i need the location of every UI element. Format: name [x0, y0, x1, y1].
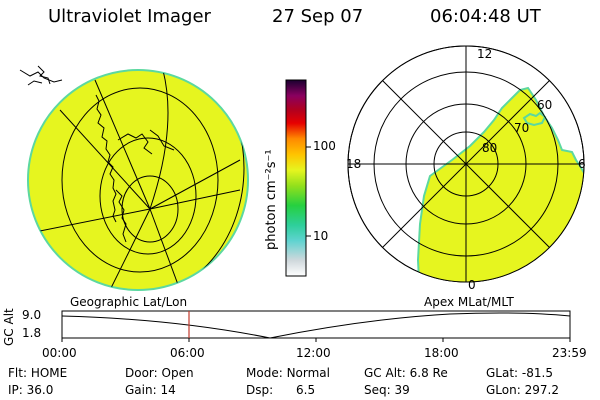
flight-value: HOME	[30, 366, 68, 380]
glat-value: -81.5	[521, 366, 553, 380]
colorbar-scale	[285, 79, 307, 277]
altitude-timeline	[61, 310, 571, 342]
timeline-xtick-1200: 12:00	[296, 346, 331, 360]
status-flight: Flt: HOME	[8, 366, 68, 380]
status-glon: GLon: 297.2	[486, 383, 559, 397]
geographic-caption: Geographic Lat/Lon	[70, 295, 188, 309]
timeline-xtick-1800: 18:00	[424, 346, 459, 360]
timeline-ytick-high: 9.0	[22, 308, 42, 322]
colorbar-unit-label: photon cm⁻²s⁻¹	[264, 149, 279, 250]
ip-value: 36.0	[26, 383, 54, 397]
dsp-value: 6.5	[296, 383, 316, 397]
status-ip: IP: 36.0	[8, 383, 54, 397]
time-label: 06:04:48 UT	[430, 6, 541, 27]
status-dsp: Dsp: 6.5	[246, 383, 316, 397]
timeline-ytick-low: 1.8	[22, 326, 42, 340]
timeline-xtick-0600: 06:00	[170, 346, 205, 360]
status-gc-alt: GC Alt: 6.8 Re	[364, 366, 448, 380]
apex-caption: Apex MLat/MLT	[424, 295, 514, 309]
altitude-curve	[61, 312, 571, 339]
door-value: Open	[161, 366, 194, 380]
timeline-frame	[61, 310, 571, 339]
mlt-label-12: 12	[477, 47, 493, 61]
geographic-image	[19, 65, 249, 291]
lat-lon-grid	[28, 70, 245, 290]
status-gain: Gain: 14	[125, 383, 176, 397]
mlt-label-18: 18	[346, 157, 362, 171]
polar-grid	[347, 45, 585, 283]
status-glat: GLat: -81.5	[486, 366, 553, 380]
seq-value: 39	[394, 383, 410, 397]
timeline-axis-title: GC Alt	[2, 308, 16, 346]
gain-value: 14	[160, 383, 176, 397]
status-seq: Seq: 39	[364, 383, 410, 397]
polar-plot	[347, 45, 585, 283]
mlat-label-60: 60	[537, 98, 553, 112]
timeline-xtick-2359: 23:59	[552, 346, 587, 360]
status-mode: Mode: Normal	[246, 366, 330, 380]
coastline	[19, 65, 175, 243]
mlat-label-70: 70	[514, 121, 530, 135]
mode-value: Normal	[286, 366, 330, 380]
date-label: 27 Sep 07	[272, 6, 364, 27]
colorbar-label-10: 10	[313, 229, 329, 243]
mlt-label-0: 0	[468, 278, 476, 292]
mlt-label-6: 6	[578, 157, 586, 171]
gc-alt-value: 6.8 Re	[409, 366, 448, 380]
status-door: Door: Open	[125, 366, 194, 380]
timeline-xtick-0000: 00:00	[42, 346, 77, 360]
colorbar-label-100: 100	[313, 139, 336, 153]
glon-value: 297.2	[524, 383, 559, 397]
mlat-label-80: 80	[482, 141, 498, 155]
colorbar	[285, 79, 311, 277]
instrument-title: Ultraviolet Imager	[48, 6, 211, 27]
